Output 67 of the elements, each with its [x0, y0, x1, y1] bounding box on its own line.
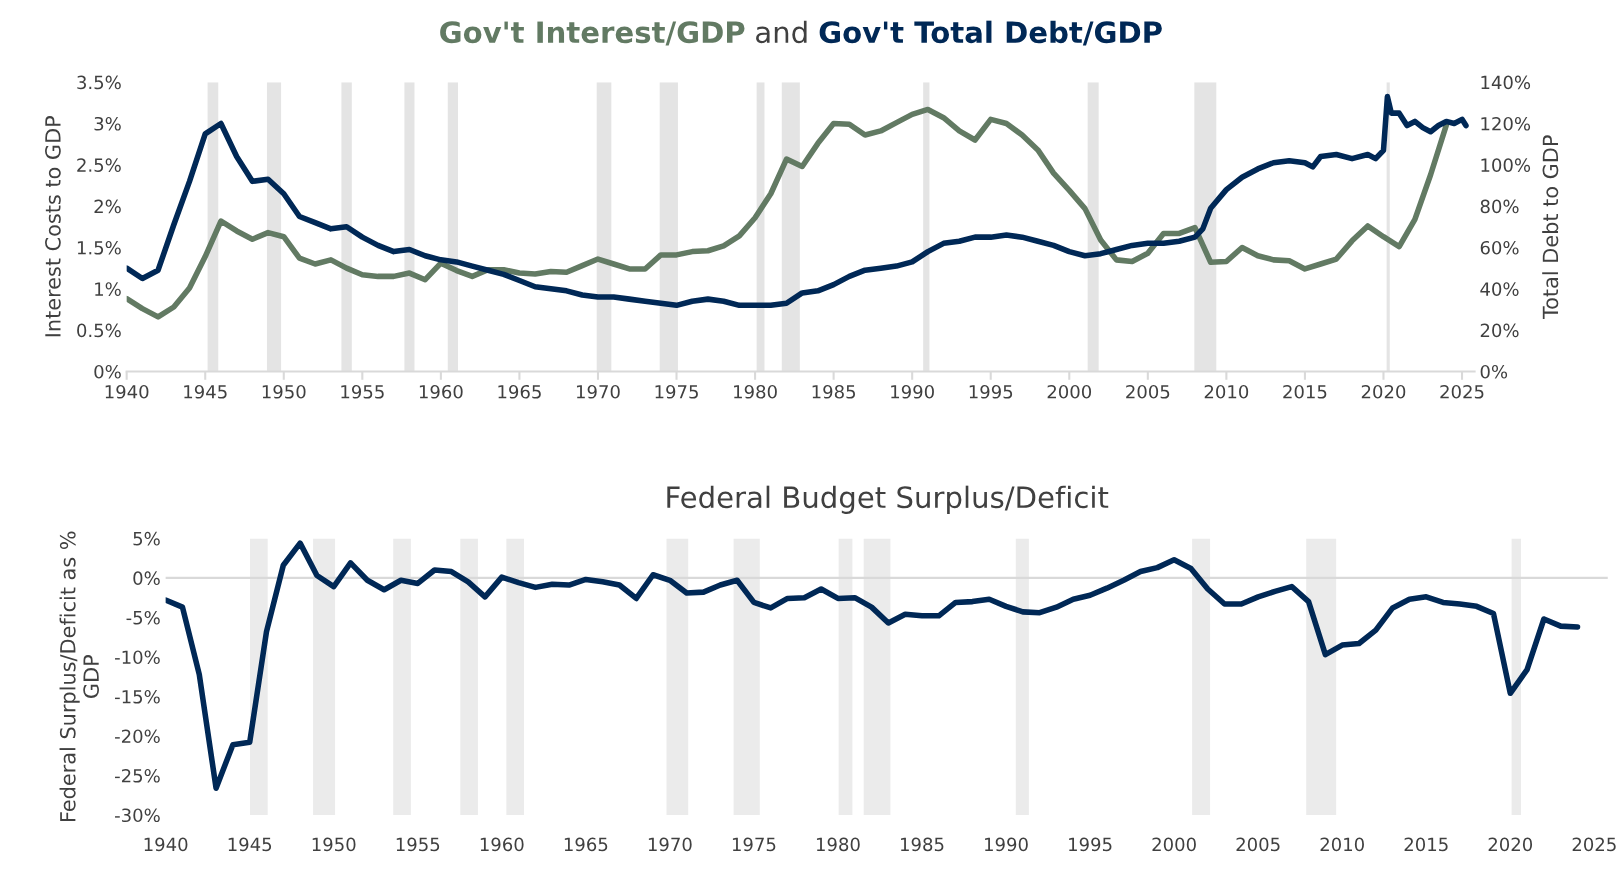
x-tick-label: 1995 — [969, 384, 1013, 399]
y-tick-label: -15% — [115, 689, 160, 704]
y2-tick-label: 100% — [1481, 158, 1531, 172]
y-tick-label: 0.5% — [77, 323, 121, 338]
y-axis-title: Federal Surplus/Deficit as % GDP — [59, 531, 99, 821]
x-tick-label: 2015 — [1283, 384, 1327, 399]
x-tick-label: 2025 — [1572, 837, 1616, 852]
x-tick-label: 2020 — [1361, 384, 1406, 399]
x-tick-label: 1970 — [576, 384, 620, 399]
x-tick-label: 1995 — [1069, 837, 1112, 852]
y-axis-title: Interest Costs to GDP — [45, 116, 61, 337]
x-tick-label: 1980 — [816, 837, 860, 852]
y-tick-label: -20% — [115, 729, 160, 744]
x-tick-label: 1985 — [812, 384, 856, 399]
chart-title: Federal Budget Surplus/Deficit — [667, 485, 1109, 514]
y-tick-label: 5% — [133, 531, 160, 546]
y2-tick-label: 20% — [1480, 323, 1519, 338]
x-tick-label: 1955 — [341, 384, 384, 399]
x-tick-label: 1955 — [396, 837, 440, 852]
y2-tick-label: 140% — [1481, 75, 1531, 90]
x-tick-label: 2010 — [1320, 837, 1364, 852]
x-tick-label: 1965 — [564, 837, 608, 852]
x-tick-label: 2025 — [1440, 384, 1484, 399]
x-tick-label: 1945 — [228, 837, 272, 852]
y-tick-label: 2.5% — [77, 158, 121, 172]
x-tick-label: 2000 — [1152, 837, 1196, 852]
x-tick-label: 1965 — [498, 384, 541, 399]
y2-tick-label: 60% — [1480, 240, 1519, 255]
chart-title: and — [756, 20, 807, 44]
x-tick-label: 1985 — [901, 837, 944, 852]
y2-tick-label: 120% — [1481, 116, 1531, 131]
x-tick-label: 2015 — [1404, 837, 1448, 852]
y-tick-label: 3% — [94, 116, 121, 131]
y-tick-label: 2% — [94, 199, 121, 214]
x-tick-label: 1980 — [734, 384, 777, 399]
y2-tick-label: 0% — [1480, 364, 1508, 379]
x-tick-label: 1970 — [648, 837, 692, 852]
x-tick-label: 2010 — [1204, 384, 1249, 399]
x-tick-label: 1950 — [312, 837, 356, 852]
x-tick-label: 1975 — [732, 837, 776, 852]
y-tick-label: -10% — [115, 650, 160, 665]
y2-axis-title: Total Debt to GDP — [1542, 135, 1559, 320]
x-tick-label: 1975 — [655, 384, 698, 399]
x-tick-label: 2020 — [1488, 837, 1533, 852]
y-tick-label: 3.5% — [77, 75, 121, 90]
x-tick-label: 1940 — [105, 384, 149, 399]
y-tick-label: 0% — [133, 571, 160, 586]
x-tick-label: 1960 — [419, 384, 463, 399]
y-tick-label: 0% — [94, 364, 121, 379]
x-tick-label: 1945 — [184, 384, 227, 399]
x-tick-label: 1990 — [985, 837, 1028, 852]
y-tick-label: 1% — [95, 282, 121, 296]
x-tick-label: 2000 — [1047, 384, 1092, 399]
y-tick-label: -25% — [115, 768, 160, 783]
y-tick-label: -30% — [115, 808, 160, 823]
x-tick-label: 2005 — [1236, 837, 1280, 852]
x-tick-label: 1990 — [891, 384, 934, 399]
text: Gov't Interest/GDP — [440, 21, 745, 46]
x-tick-label: 1950 — [262, 384, 306, 399]
y2-tick-label: 40% — [1480, 282, 1519, 296]
y-tick-label: 1.5% — [77, 240, 121, 255]
text: Gov't Total Debt/GDP — [819, 20, 1162, 46]
x-tick-label: 1960 — [480, 837, 524, 852]
x-tick-label: 1940 — [144, 837, 188, 852]
y-tick-label: -5% — [126, 610, 160, 625]
x-tick-label: 2005 — [1126, 384, 1170, 399]
y2-tick-label: 80% — [1480, 199, 1519, 214]
